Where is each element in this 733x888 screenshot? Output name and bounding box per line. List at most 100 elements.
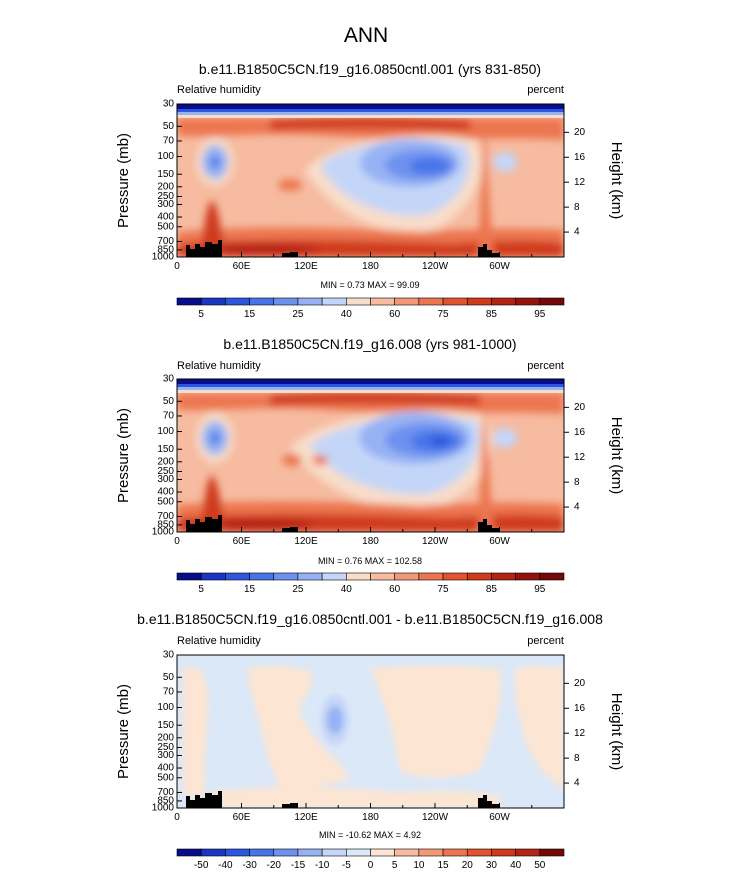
colorbar-swatch <box>200 297 226 306</box>
panel-3-negative-core <box>327 706 343 734</box>
y-tick-label: 30 <box>163 374 175 385</box>
panel-2-variable-label: Relative humidity <box>177 360 261 372</box>
y2-tick-label: 16 <box>574 703 586 714</box>
colorbar-swatch <box>176 297 202 306</box>
x-tick-label: 60W <box>489 261 510 272</box>
y-tick-label: 700 <box>157 511 174 522</box>
x-tick-label: 120E <box>294 536 318 547</box>
panel-2-units-label: percent <box>527 360 564 372</box>
colorbar-swatch <box>273 572 299 581</box>
colorbar-swatch <box>346 297 371 306</box>
x-tick-label: 120E <box>294 261 318 272</box>
panel-3-positive-region-east <box>370 665 502 778</box>
y-tick-label: 50 <box>163 396 175 407</box>
y-tick-label: 70 <box>163 411 175 422</box>
y2-tick-label: 4 <box>574 502 580 513</box>
colorbar-swatch <box>346 572 371 581</box>
colorbar-label: -30 <box>242 860 257 871</box>
y-tick-label: 700 <box>157 236 174 247</box>
panel-1-stratosphere-dark <box>177 104 564 109</box>
colorbar-label: 5 <box>392 860 398 871</box>
x-tick-label: 60W <box>489 812 510 823</box>
colorbar-label: 30 <box>486 860 498 871</box>
panel-3: b.e11.B1850C5CN.f19_g16.0850cntl.001 - b… <box>115 611 625 871</box>
panel-1-topography-asia <box>186 240 222 257</box>
colorbar-swatch <box>394 572 420 581</box>
colorbar-swatch <box>442 848 468 857</box>
x-tick-label: 0 <box>174 812 180 823</box>
colorbar-swatch <box>491 572 516 581</box>
colorbar-swatch <box>466 848 492 857</box>
colorbar-swatch <box>491 297 516 306</box>
panel-1-surface-moist-core <box>200 244 320 254</box>
colorbar-label: 15 <box>244 309 256 320</box>
colorbar-swatch <box>418 572 444 581</box>
colorbar-label: 5 <box>198 584 204 595</box>
panel-2-topography-asia <box>186 515 222 532</box>
panel-2-upper-moist-core <box>270 392 480 405</box>
y-tick-label: 100 <box>157 426 174 437</box>
colorbar-label: 85 <box>486 584 498 595</box>
colorbar-swatch <box>394 297 420 306</box>
colorbar-swatch <box>200 572 226 581</box>
panel-1-dry-core <box>410 158 450 174</box>
y-tick-label: 250 <box>157 742 174 753</box>
colorbar-swatch <box>297 297 323 306</box>
colorbar-label: -40 <box>218 860 233 871</box>
colorbar-swatch <box>442 572 468 581</box>
colorbar-label: 95 <box>534 584 546 595</box>
y-tick-label: 30 <box>163 650 175 661</box>
panel-1-y2label: Height (km) <box>608 142 625 220</box>
panel-1-topography-andes <box>478 244 500 257</box>
colorbar-swatch <box>273 297 299 306</box>
figure-title: ANN <box>344 24 388 47</box>
colorbar-label: -10 <box>315 860 330 871</box>
y-tick-label: 400 <box>157 487 174 498</box>
colorbar-label: 50 <box>534 860 546 871</box>
panel-3-positive-region-surface <box>210 787 500 808</box>
colorbar-swatch <box>370 297 395 306</box>
y2-tick-label: 8 <box>574 753 580 764</box>
y2-tick-label: 8 <box>574 477 580 488</box>
colorbar-swatch <box>249 848 275 857</box>
colorbar-label: -15 <box>291 860 306 871</box>
y-tick-label: 1000 <box>152 527 175 538</box>
panel-2-topography-maritime <box>282 527 298 532</box>
panel-1: b.e11.B1850C5CN.f19_g16.0850cntl.001 (yr… <box>115 61 625 320</box>
panel-3-title: b.e11.B1850C5CN.f19_g16.0850cntl.001 - b… <box>137 611 603 627</box>
colorbar-swatch <box>418 848 444 857</box>
panel-3-topography <box>186 791 500 808</box>
x-tick-label: 0 <box>174 261 180 272</box>
panel-1-variable-label: Relative humidity <box>177 84 261 96</box>
colorbar-swatch <box>346 848 371 857</box>
colorbar-label: 60 <box>389 309 401 320</box>
y-tick-label: 200 <box>157 181 174 192</box>
y-tick-label: 200 <box>157 732 174 743</box>
y2-tick-label: 16 <box>574 152 586 163</box>
colorbar-label: 85 <box>486 309 498 320</box>
y-tick-label: 850 <box>157 245 174 256</box>
colorbar-swatch <box>273 848 299 857</box>
y2-tick-label: 20 <box>574 402 586 413</box>
panel-3-colorbar: -50 -40 -30 -20 -15 -10 -5 0 5 10 15 20 30 40 50 <box>176 848 565 871</box>
colorbar-swatch <box>539 572 565 581</box>
y2-tick-label: 16 <box>574 427 586 438</box>
y-tick-label: 1000 <box>152 803 175 814</box>
panel-2: b.e11.B1850C5CN.f19_g16.008 (yrs 981-100… <box>115 336 625 595</box>
panel-3-background <box>177 655 564 808</box>
panel-1-upper-moist-core <box>270 117 470 130</box>
panel-3-topography-maritime <box>282 803 298 808</box>
colorbar-swatch <box>225 297 250 306</box>
panel-1-east-dry <box>493 152 517 172</box>
panel-3-positive-region-west <box>183 666 209 798</box>
colorbar-label: 15 <box>244 584 256 595</box>
y-tick-label: 700 <box>157 787 174 798</box>
colorbar-swatch <box>539 848 565 857</box>
x-tick-label: 60E <box>233 536 251 547</box>
y-tick-label: 150 <box>157 169 174 180</box>
panel-2-colorbar: 5 15 25 40 60 75 85 95 <box>176 572 565 595</box>
y-tick-label: 250 <box>157 191 174 202</box>
panel-3-stratosphere-band <box>177 655 564 664</box>
